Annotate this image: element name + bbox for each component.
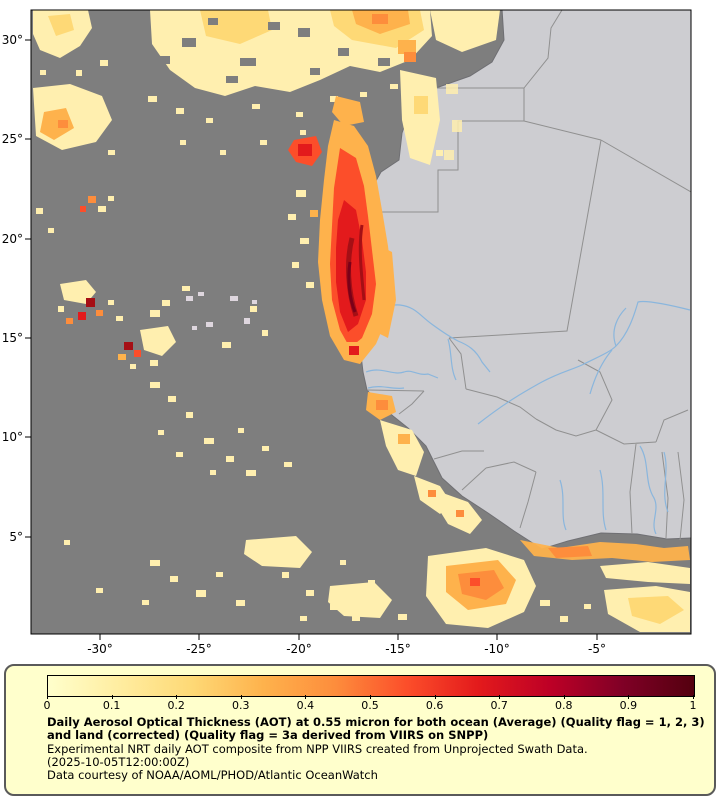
country-borders bbox=[361, 10, 691, 541]
y-tick-label: 10° bbox=[2, 430, 23, 444]
legend-credit: Data courtesy of NOAA/AOML/PHOD/Atlantic… bbox=[47, 768, 378, 783]
legend-panel: 0 0.1 0.2 0.3 0.4 0.5 0.6 0.7 0.8 0.9 1 … bbox=[4, 664, 716, 796]
scale-tick-label: 1 bbox=[689, 699, 697, 712]
y-tick-label: 15° bbox=[2, 331, 23, 345]
aerosol-topleft bbox=[33, 10, 115, 155]
x-tick-label: -10° bbox=[484, 642, 510, 656]
y-axis: 30° 25° 20° 15° 10° 5° bbox=[2, 33, 31, 544]
aerosol-left-specks bbox=[36, 196, 268, 369]
x-tick-label: -25° bbox=[186, 642, 212, 656]
scale-tick-label: 0.6 bbox=[425, 699, 444, 712]
map-frame bbox=[30, 9, 692, 635]
scale-tick-label: 0.4 bbox=[296, 699, 315, 712]
colorbar bbox=[47, 675, 695, 697]
legend-subtitle: Experimental NRT daily AOT composite fro… bbox=[47, 741, 588, 756]
aerosol-land-coast bbox=[444, 84, 462, 160]
x-tick-label: -20° bbox=[286, 642, 312, 656]
x-tick-label: -30° bbox=[87, 642, 113, 656]
y-tick-label: 25° bbox=[2, 132, 23, 146]
x-tick-label: -5° bbox=[588, 642, 606, 656]
aerosol-south-coast bbox=[366, 392, 482, 534]
scale-tick-label: 0.5 bbox=[361, 699, 379, 712]
legend-text: Daily Aerosol Optical Thickness (AOT) at… bbox=[47, 715, 707, 783]
aerosol-bottom-specks bbox=[142, 536, 407, 621]
scale-tick-label: 0 bbox=[43, 699, 51, 712]
aot-map: 30° 25° 20° 15° 10° 5° -30° -25° -20° -1… bbox=[2, 9, 692, 656]
scale-tick-label: 0.1 bbox=[102, 699, 121, 712]
legend-timestamp: (2025-10-05T12:00:00Z) bbox=[47, 754, 190, 769]
scale-tick-label: 0.7 bbox=[490, 699, 508, 712]
map-canvas bbox=[31, 10, 691, 634]
scale-tick-label: 0.8 bbox=[555, 699, 573, 712]
cape-verde-islands bbox=[186, 292, 257, 330]
aerosol-topcenter bbox=[148, 10, 500, 165]
dust-plume bbox=[288, 96, 396, 364]
colorbar-scale: 0 0.1 0.2 0.3 0.4 0.5 0.6 0.7 0.8 0.9 1 bbox=[43, 695, 697, 713]
x-tick-label: -15° bbox=[385, 642, 411, 656]
x-axis: -30° -25° -20° -15° -10° -5° bbox=[87, 634, 606, 656]
scale-tick-label: 0.2 bbox=[167, 699, 185, 712]
y-tick-label: 5° bbox=[9, 530, 23, 544]
aerosol-bottomright bbox=[426, 540, 690, 632]
scale-tick-label: 0.3 bbox=[232, 699, 250, 712]
y-tick-label: 20° bbox=[2, 232, 23, 246]
legend-title: Daily Aerosol Optical Thickness (AOT) at… bbox=[47, 715, 705, 743]
scale-tick-label: 0.9 bbox=[619, 699, 638, 712]
aerosol-midocean-specks bbox=[64, 382, 292, 593]
y-tick-label: 30° bbox=[2, 33, 23, 47]
aerosol-layer bbox=[33, 10, 690, 632]
